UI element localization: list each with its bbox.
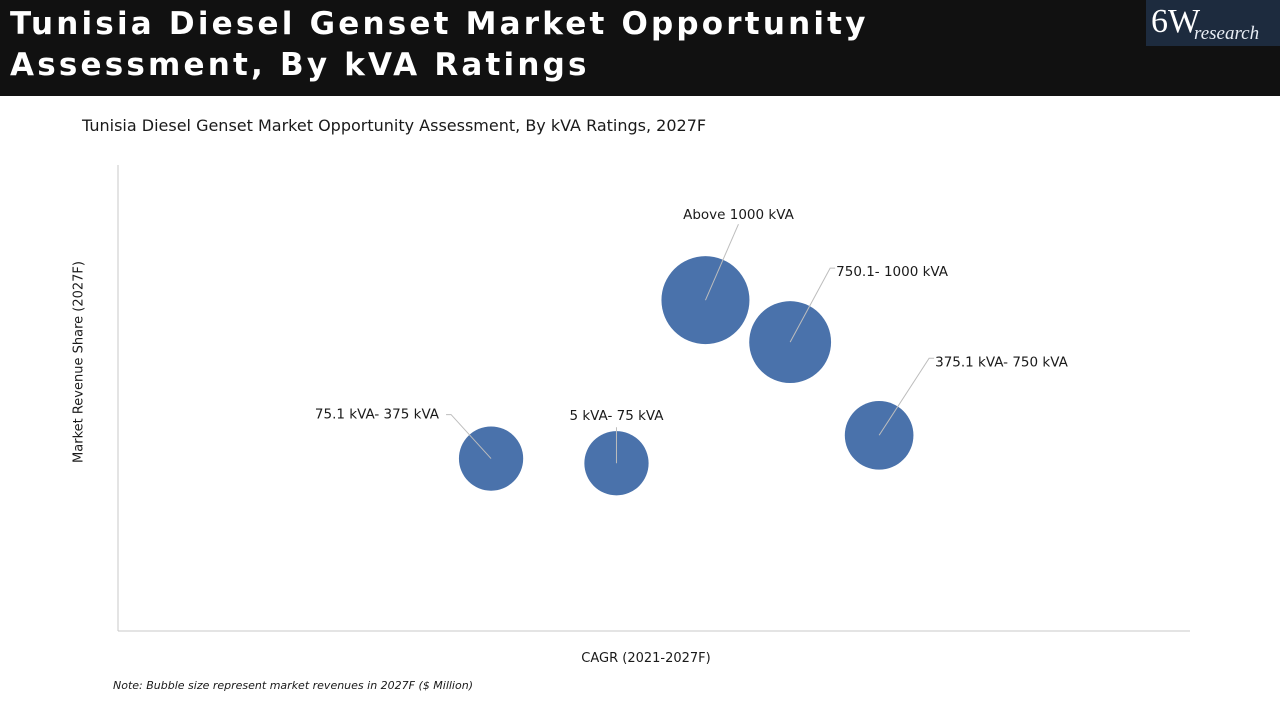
bubble-label-750-1-1000-kva: 750.1- 1000 kVA	[836, 264, 949, 280]
bubbles-group: 75.1 kVA- 375 kVA 5 kVA- 75 kVA Above 1000…	[315, 207, 1069, 496]
leader-line-375-1-kva-750-kva	[878, 357, 935, 436]
page-title: Tunisia Diesel Genset Market Opportunity…	[10, 6, 869, 83]
chart-note: Note: Bubble size represent market reven…	[113, 679, 473, 692]
header-banner: Tunisia Diesel Genset Market Opportunity…	[0, 0, 1280, 96]
bubble-label-5-kva-75-kva: 5 kVA- 75 kVA	[569, 408, 664, 424]
logo-sub-text: research	[1194, 23, 1260, 44]
bubble-label-375-1-kva-750-kva: 375.1 kVA- 750 kVA	[935, 354, 1068, 370]
bubble-label-75-1-kva-375-kva: 75.1 kVA- 375 kVA	[315, 407, 440, 423]
leader-line-750-1-1000-kva	[789, 267, 836, 343]
leader-line-75-1-kva-375-kva	[446, 414, 492, 459]
bubble-75-1-kva-375-kva	[458, 426, 524, 491]
logo-main-text: 6W	[1151, 3, 1201, 40]
x-axis-label: CAGR (2021-2027F)	[581, 651, 711, 666]
leader-line-above-1000-kva	[704, 223, 739, 301]
company-logo: 6W research	[1146, 0, 1280, 46]
bubble-label-above-1000-kva: Above 1000 kVA	[683, 207, 794, 223]
chart-title: Tunisia Diesel Genset Market Opportunity…	[82, 116, 707, 135]
